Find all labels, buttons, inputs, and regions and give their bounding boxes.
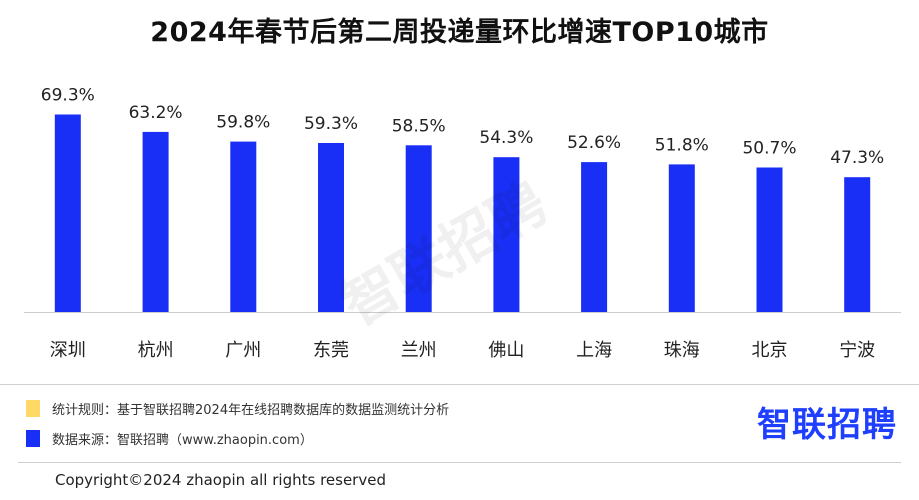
data-label-1: 63.2% [129,103,183,123]
legend-divider [0,384,919,385]
data-label-9: 47.3% [830,148,884,168]
footer-divider [18,462,901,463]
bar-5 [493,157,520,312]
category-label-8: 北京 [752,340,788,361]
bar-7 [668,164,695,312]
copyright: Copyright©2024 zhaopin all rights reserv… [55,471,386,489]
data-label-5: 54.3% [479,128,533,148]
bar-2 [230,141,257,312]
bar-8 [756,167,783,312]
data-label-2: 59.8% [216,113,270,133]
category-label-1: 杭州 [138,340,174,361]
data-label-0: 69.3% [41,86,95,106]
bar-chart: 69.3% 深圳 63.2% 杭州 59.8% 广州 59.3% 东莞 58.5% 兰州 54.3%… [24,86,901,361]
category-label-3: 东莞 [313,340,349,361]
bar-4 [405,145,432,312]
legend-source: 数据来源：智联招聘（www.zhaopin.com） [26,427,313,449]
category-label-7: 珠海 [664,340,700,361]
brand-logo: 智联招聘 [757,405,897,445]
data-label-6: 52.6% [567,133,621,153]
bar-3 [318,143,344,312]
legend-source-text: 数据来源：智联招聘（www.zhaopin.com） [52,432,313,448]
category-label-2: 广州 [225,340,261,361]
legend-source-swatch [26,429,40,447]
bar-1 [142,131,169,312]
data-label-4: 58.5% [392,116,446,136]
legend-rule-swatch [26,399,40,417]
data-label-7: 51.8% [655,135,709,155]
chart-title: 2024年春节后第二周投递量环比增速TOP10城市 [150,17,769,48]
category-label-6: 上海 [576,340,612,361]
bar-9 [844,177,871,312]
category-label-0: 深圳 [50,340,86,361]
bar-6 [581,162,608,312]
category-label-5: 佛山 [488,340,524,361]
category-label-4: 兰州 [401,340,437,361]
data-label-8: 50.7% [742,139,796,159]
data-label-3: 59.3% [304,114,358,134]
legend-rule: 统计规则：基于智联招聘2024年在线招聘数据库的数据监测统计分析 [26,397,449,419]
category-label-9: 宁波 [839,340,875,361]
bar-0 [54,114,81,312]
legend-rule-text: 统计规则：基于智联招聘2024年在线招聘数据库的数据监测统计分析 [52,402,450,418]
